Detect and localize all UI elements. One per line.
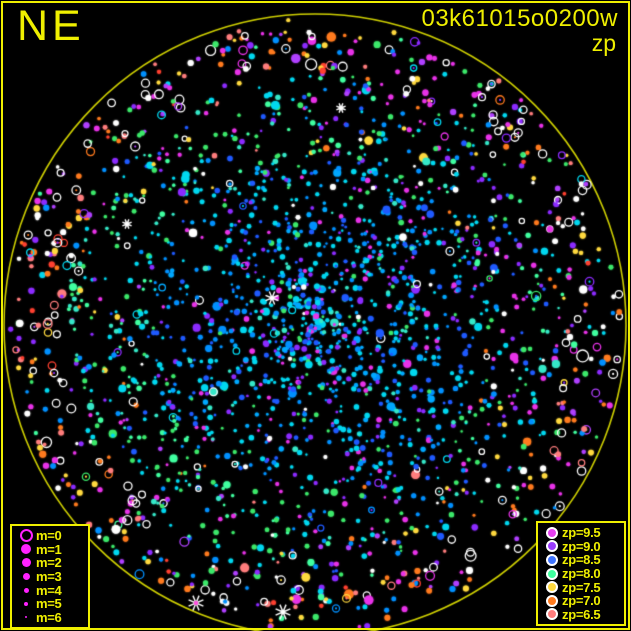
m4-symbol-icon	[16, 587, 36, 593]
m-legend-label: m=0	[36, 528, 62, 544]
m-legend-row: m=5	[16, 597, 82, 611]
color-variable-label: zp	[591, 30, 616, 56]
zp-legend-label: zp=7.5	[562, 579, 601, 595]
m-legend-row: m=6	[16, 611, 82, 625]
m-legend-label: m=4	[36, 582, 62, 598]
m-legend-label: m=5	[36, 596, 62, 612]
m-legend-row: m=4	[16, 583, 82, 597]
zp-legend-row: zp=7.5	[542, 580, 618, 594]
m2-symbol-icon	[16, 558, 36, 568]
m3-symbol-icon	[16, 573, 36, 581]
m6-symbol-icon	[16, 616, 36, 619]
m-legend-row: m=1	[16, 543, 82, 557]
m1-symbol-icon	[16, 544, 36, 555]
zp-color-swatch-icon	[542, 553, 562, 566]
zp-legend-label: zp=8.0	[562, 566, 601, 582]
zp-legend-row: zp=8.0	[542, 567, 618, 581]
m-legend-row: m=3	[16, 570, 82, 584]
exposure-title: 03k61015o0200w	[421, 5, 618, 32]
zp-color-swatch-icon	[542, 581, 562, 594]
m-legend: m=0 m=1 m=2 m=3 m=4 m=5 m=6	[10, 524, 90, 630]
m-legend-row: m=0	[16, 529, 82, 543]
corner-direction-label: NE	[17, 2, 85, 50]
zp-legend-label: zp=9.5	[562, 525, 601, 541]
m-legend-row: m=2	[16, 556, 82, 570]
m-legend-rows: m=0 m=1 m=2 m=3 m=4 m=5 m=6	[16, 529, 82, 624]
m-legend-label: m=2	[36, 555, 62, 571]
m-legend-label: m=6	[36, 609, 62, 625]
m0-symbol-icon	[16, 529, 36, 543]
zp-legend-row: zp=7.0	[542, 594, 618, 608]
zp-color-swatch-icon	[542, 567, 562, 580]
m-legend-label: m=1	[36, 541, 62, 557]
zp-legend-label: zp=6.5	[562, 606, 601, 622]
zp-legend-label: zp=8.5	[562, 552, 601, 568]
zp-color-swatch-icon	[542, 540, 562, 553]
zp-color-swatch-icon	[542, 608, 562, 621]
zp-legend-row: zp=9.0	[542, 540, 618, 554]
zp-legend-row: zp=6.5	[542, 608, 618, 622]
zp-color-swatch-icon	[542, 526, 562, 539]
zp-legend-label: zp=9.0	[562, 538, 601, 554]
zp-legend-row: zp=9.5	[542, 526, 618, 540]
m-legend-label: m=3	[36, 569, 62, 585]
zp-legend-label: zp=7.0	[562, 593, 601, 609]
zp-legend-row: zp=8.5	[542, 553, 618, 567]
zp-legend: zp=9.5 zp=9.0 zp=8.5 zp=8.0 zp=7.5 zp=7.0 zp=6…	[536, 521, 626, 627]
zp-legend-rows: zp=9.5 zp=9.0 zp=8.5 zp=8.0 zp=7.5 zp=7.0 zp=6…	[542, 526, 618, 621]
zp-color-swatch-icon	[542, 594, 562, 607]
m5-symbol-icon	[16, 601, 36, 606]
